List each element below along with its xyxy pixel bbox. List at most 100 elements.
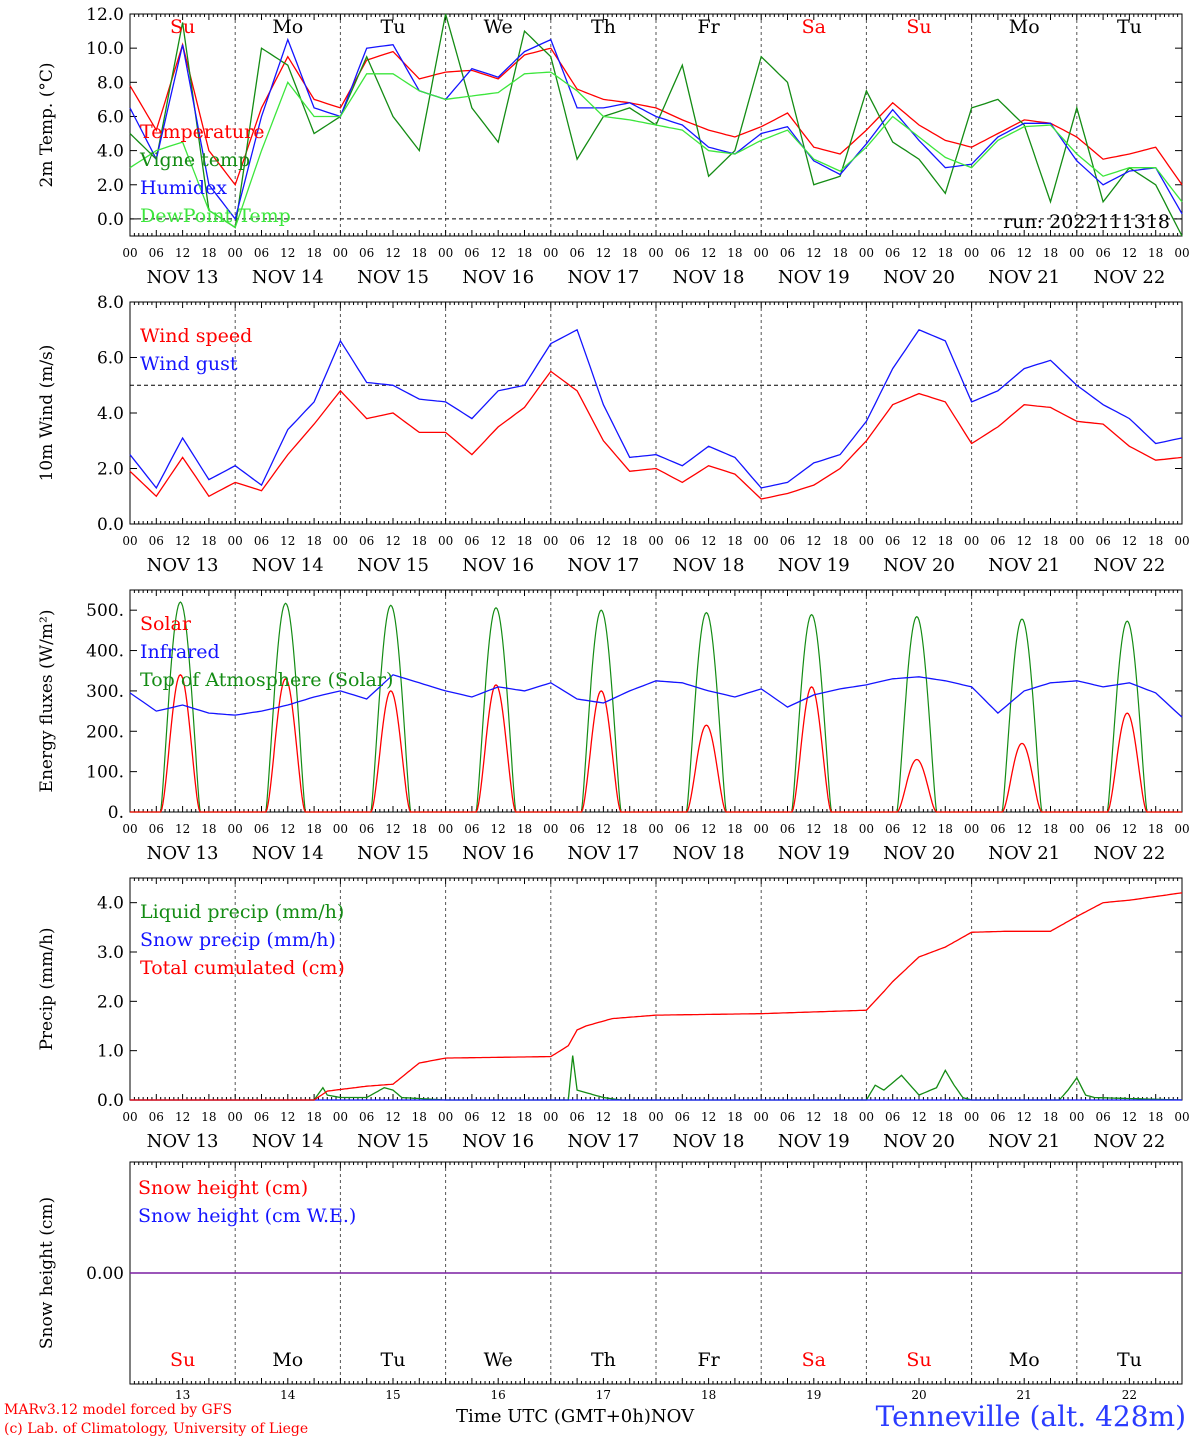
day-name-label: Tu	[381, 1349, 406, 1371]
hour-tick-label: 12	[280, 534, 295, 548]
day-number-label: 22	[1122, 1388, 1137, 1402]
date-label: NOV 17	[567, 267, 639, 288]
date-label: NOV 22	[1093, 843, 1165, 864]
y-tick-label: 100.	[86, 763, 124, 783]
hour-tick-label: 06	[464, 534, 479, 548]
day-name-label: Sa	[802, 1349, 826, 1371]
hour-tick-label: 12	[1122, 822, 1137, 836]
hour-tick-label: 00	[333, 822, 348, 836]
hour-tick-label: 06	[359, 246, 374, 260]
hour-tick-label: 18	[727, 1110, 742, 1124]
hour-tick-label: 06	[464, 1110, 479, 1124]
date-label: NOV 20	[883, 1131, 955, 1152]
hour-tick-label: 18	[306, 246, 321, 260]
hour-tick-label: 12	[491, 822, 506, 836]
hour-tick-label: 06	[149, 534, 164, 548]
hour-tick-label: 12	[1017, 246, 1032, 260]
hour-tick-label: 18	[622, 246, 637, 260]
hour-tick-label: 00	[228, 534, 243, 548]
hour-tick-label: 12	[175, 246, 190, 260]
hour-tick-label: 06	[254, 1110, 269, 1124]
hour-tick-label: 06	[990, 246, 1005, 260]
hour-tick-label: 00	[859, 822, 874, 836]
day-number-label: 14	[280, 1388, 296, 1402]
x-axis-month: NOV	[650, 1406, 695, 1427]
y-tick-label: 400.	[86, 642, 124, 662]
date-label: NOV 13	[147, 843, 219, 864]
hour-tick-label: 12	[385, 1110, 400, 1124]
day-name-label: Fr	[697, 16, 720, 38]
hour-tick-label: 00	[438, 822, 453, 836]
y-tick-label: 12.0	[86, 5, 124, 25]
series-line-humidex	[129, 37, 1183, 221]
day-name-label: Tu	[1117, 1349, 1142, 1371]
hour-tick-label: 06	[254, 246, 269, 260]
hour-tick-label: 18	[201, 246, 216, 260]
hour-tick-label: 12	[806, 822, 821, 836]
hour-tick-label: 06	[359, 534, 374, 548]
hour-tick-label: 00	[1174, 822, 1189, 836]
hour-tick-label: 00	[228, 822, 243, 836]
date-label: NOV 18	[673, 267, 745, 288]
hour-tick-label: 00	[964, 822, 979, 836]
hour-tick-label: 12	[806, 246, 821, 260]
series-line-dewpoint-temp	[129, 71, 1183, 229]
hour-tick-label: 00	[1069, 1110, 1084, 1124]
hour-tick-label: 12	[596, 822, 611, 836]
hour-tick-label: 00	[648, 534, 663, 548]
hour-tick-label: 18	[938, 1110, 953, 1124]
hour-tick-label: 00	[333, 534, 348, 548]
hour-tick-label: 12	[701, 534, 716, 548]
legend-vigne-temp: Vigne temp	[139, 149, 250, 171]
y-tick-label: 4.0	[97, 142, 124, 162]
hour-tick-label: 00	[754, 1110, 769, 1124]
lab-credit: (c) Lab. of Climatology, University of L…	[4, 1421, 309, 1437]
y-tick-label: 300.	[86, 682, 124, 702]
hour-tick-label: 06	[675, 822, 690, 836]
legend-solar: Solar	[140, 613, 192, 635]
series-line-wind-speed	[129, 370, 1183, 500]
hour-tick-label: 06	[675, 534, 690, 548]
day-number-label: 18	[701, 1388, 716, 1402]
series-line-total-cumulated-cm-	[130, 892, 1183, 1101]
hour-tick-label: 00	[543, 246, 558, 260]
date-label: NOV 20	[883, 843, 955, 864]
day-name-label: We	[484, 1349, 513, 1371]
date-label: NOV 22	[1093, 555, 1165, 576]
hour-tick-label: 12	[911, 534, 926, 548]
date-label: NOV 20	[883, 267, 955, 288]
y-tick-label: 500.	[86, 601, 124, 621]
hour-tick-label: 00	[1069, 534, 1084, 548]
hour-tick-label: 06	[1095, 246, 1110, 260]
hour-tick-label: 06	[885, 1110, 900, 1124]
hour-tick-label: 18	[727, 822, 742, 836]
hour-tick-label: 06	[990, 822, 1005, 836]
hour-tick-label: 00	[543, 534, 558, 548]
hour-tick-label: 06	[569, 246, 584, 260]
hour-tick-label: 18	[1148, 246, 1163, 260]
legend-dewpoint-temp: DewPoint Temp	[140, 205, 291, 227]
day-number-label: 20	[911, 1388, 926, 1402]
date-label: NOV 22	[1093, 1131, 1165, 1152]
hour-tick-label: 12	[385, 822, 400, 836]
x-axis-title: Time UTC (GMT+0h)NOV	[456, 1406, 694, 1427]
legend-humidex: Humidex	[140, 177, 227, 199]
hour-tick-label: 12	[385, 534, 400, 548]
hour-tick-label: 18	[1043, 1110, 1058, 1124]
hour-tick-label: 12	[596, 246, 611, 260]
hour-tick-label: 00	[1174, 1110, 1189, 1124]
hour-tick-label: 18	[517, 1110, 532, 1124]
hour-tick-label: 18	[1043, 246, 1058, 260]
date-label: NOV 14	[252, 555, 324, 576]
day-name-label: Tu	[1117, 16, 1142, 38]
hour-tick-label: 12	[175, 1110, 190, 1124]
hour-tick-label: 00	[438, 246, 453, 260]
x-axis-title-text: Time UTC (GMT+0h)	[456, 1406, 651, 1427]
hour-tick-label: 00	[648, 246, 663, 260]
hour-tick-label: 12	[911, 246, 926, 260]
date-label: NOV 13	[147, 267, 219, 288]
date-label: NOV 15	[357, 843, 429, 864]
station-name: Tenneville (alt. 428m)	[875, 1400, 1186, 1433]
hour-tick-label: 06	[885, 246, 900, 260]
